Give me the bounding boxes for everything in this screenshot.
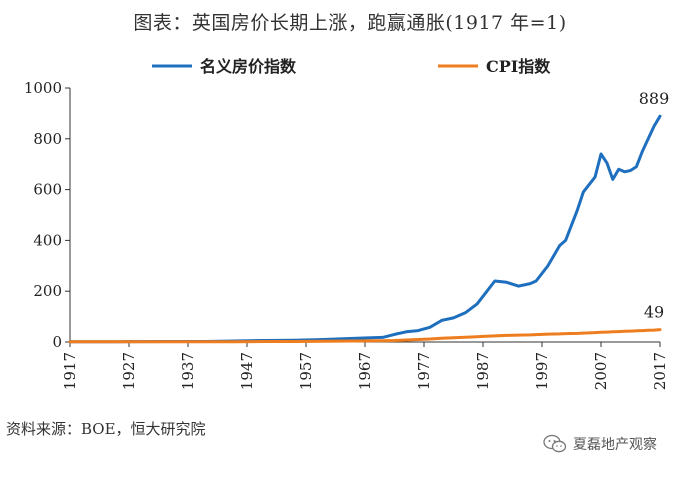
legend-label-1: CPI指数 bbox=[486, 57, 551, 76]
x-tick-label: 1937 bbox=[179, 352, 197, 390]
x-tick-label: 1987 bbox=[474, 352, 492, 390]
y-tick-label: 400 bbox=[33, 231, 62, 249]
y-tick-label: 600 bbox=[33, 181, 62, 199]
end-labels: 889 49 bbox=[639, 89, 670, 321]
chart-title: 图表：英国房价长期上涨，跑赢通胀(1917 年=1) bbox=[133, 12, 567, 34]
x-tick-label: 2017 bbox=[651, 352, 669, 390]
series-layer bbox=[68, 114, 662, 344]
y-axis: 0 200 400 600 800 1000 bbox=[24, 79, 71, 351]
y-tick-label: 1000 bbox=[24, 79, 62, 97]
source-note: 资料来源：BOE，恒大研究院 bbox=[6, 420, 206, 438]
x-tick-label: 1927 bbox=[120, 352, 138, 390]
series-line-0 bbox=[68, 114, 662, 344]
y-tick-label: 0 bbox=[52, 333, 62, 351]
series-line-1 bbox=[68, 328, 662, 344]
x-tick-label: 2007 bbox=[592, 352, 610, 390]
x-tick-label: 1997 bbox=[533, 352, 551, 390]
legend: 名义房价指数 CPI指数 bbox=[152, 57, 551, 76]
end-label-1: 49 bbox=[644, 303, 664, 322]
x-tick-label: 1917 bbox=[61, 352, 79, 390]
y-tick-label: 800 bbox=[33, 130, 62, 148]
x-tick-label: 1967 bbox=[356, 352, 374, 390]
wechat-icon bbox=[543, 434, 567, 453]
watermark: 夏磊地产观察 bbox=[543, 434, 657, 454]
y-tick-label: 200 bbox=[33, 282, 62, 300]
watermark-text: 夏磊地产观察 bbox=[573, 437, 657, 453]
x-tick-label: 1957 bbox=[297, 352, 315, 390]
x-axis: 1917 1927 1937 1947 1957 1967 1977 1987 1997 2007… bbox=[61, 341, 669, 390]
x-tick-label: 1947 bbox=[238, 352, 256, 390]
end-label-0: 889 bbox=[639, 89, 670, 108]
x-tick-label: 1977 bbox=[415, 352, 433, 390]
legend-label-0: 名义房价指数 bbox=[200, 57, 297, 76]
